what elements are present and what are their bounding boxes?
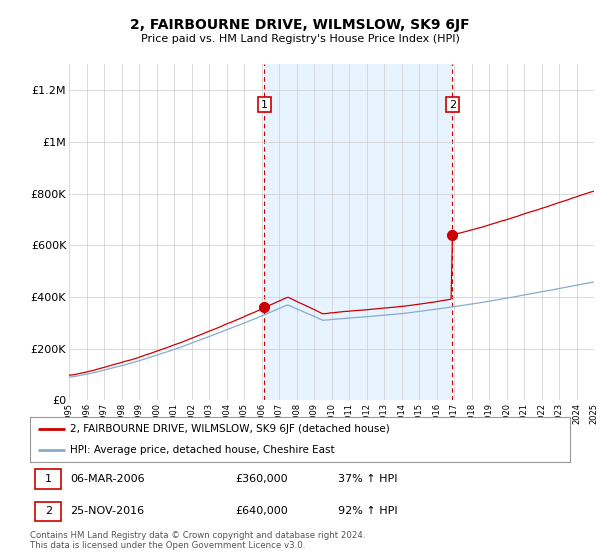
FancyBboxPatch shape bbox=[35, 469, 61, 489]
Text: 1: 1 bbox=[261, 100, 268, 110]
Text: £640,000: £640,000 bbox=[235, 506, 288, 516]
Text: 06-MAR-2006: 06-MAR-2006 bbox=[71, 474, 145, 484]
Text: £360,000: £360,000 bbox=[235, 474, 288, 484]
Text: 25-NOV-2016: 25-NOV-2016 bbox=[71, 506, 145, 516]
Text: 2, FAIRBOURNE DRIVE, WILMSLOW, SK9 6JF (detached house): 2, FAIRBOURNE DRIVE, WILMSLOW, SK9 6JF (… bbox=[71, 424, 390, 435]
Text: 2: 2 bbox=[45, 506, 52, 516]
Text: 1: 1 bbox=[45, 474, 52, 484]
Text: 37% ↑ HPI: 37% ↑ HPI bbox=[338, 474, 397, 484]
Text: HPI: Average price, detached house, Cheshire East: HPI: Average price, detached house, Ches… bbox=[71, 445, 335, 455]
Text: 2: 2 bbox=[449, 100, 456, 110]
Text: Contains HM Land Registry data © Crown copyright and database right 2024.
This d: Contains HM Land Registry data © Crown c… bbox=[30, 530, 365, 550]
FancyBboxPatch shape bbox=[35, 502, 61, 521]
Bar bbox=[265, 64, 452, 400]
Text: Price paid vs. HM Land Registry's House Price Index (HPI): Price paid vs. HM Land Registry's House … bbox=[140, 34, 460, 44]
Text: 2, FAIRBOURNE DRIVE, WILMSLOW, SK9 6JF: 2, FAIRBOURNE DRIVE, WILMSLOW, SK9 6JF bbox=[130, 18, 470, 32]
Text: 92% ↑ HPI: 92% ↑ HPI bbox=[338, 506, 397, 516]
